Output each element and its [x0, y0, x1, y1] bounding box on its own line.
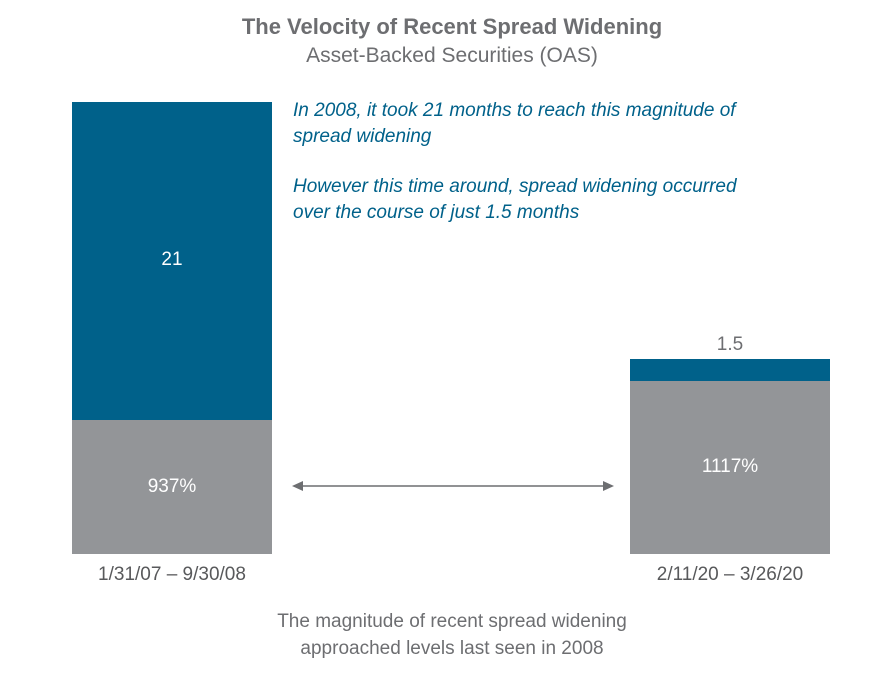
footer-line-2: approached levels last seen in 2008 [300, 638, 604, 659]
bar-2020-months-label: 1.5 [716, 334, 744, 355]
annotation-2008: In 2008, it took 21 months to reach this… [293, 100, 736, 147]
bar-2020-widening-segment [630, 381, 830, 554]
footer-note: The magnitude of recent spread widening … [0, 608, 894, 662]
category-label-2020: 2/11/20 – 3/26/20 [656, 564, 804, 585]
bar-2008-widening-segment [72, 420, 272, 554]
footer-line-1: The magnitude of recent spread widening [277, 611, 627, 632]
annotation-2020: However this time around, spread widenin… [293, 176, 737, 223]
bar-2008-widening-label: 937% [147, 476, 197, 497]
category-label-2008: 1/31/07 – 9/30/08 [98, 564, 246, 585]
chart-subtitle: Asset-Backed Securities (OAS) [306, 44, 598, 67]
bar-2020-widening-label: 1117% [701, 456, 759, 477]
chart-title: The Velocity of Recent Spread Widening [241, 14, 663, 39]
bar-2020-months-segment [630, 359, 830, 381]
double-arrow-icon [292, 481, 614, 491]
bar-2008-months-segment [72, 102, 272, 420]
bar-2008-months-label: 21 [161, 249, 183, 270]
